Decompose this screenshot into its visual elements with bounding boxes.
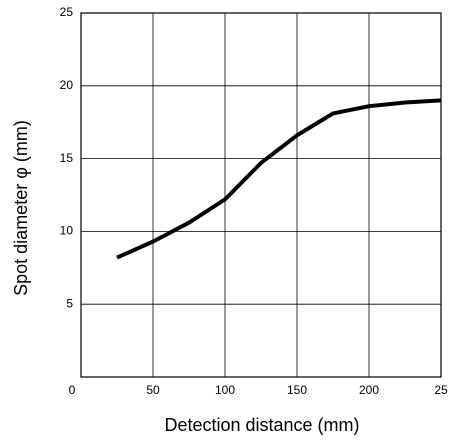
- x-axis-title: Detection distance (mm): [164, 415, 359, 435]
- y-tick-label: 15: [60, 151, 74, 165]
- x-tick-label: 150: [287, 383, 307, 397]
- x-tick-label: 100: [215, 383, 235, 397]
- x-tick-label: 50: [146, 383, 160, 397]
- x-tick-label: 25: [434, 383, 448, 397]
- data-line: [116, 98, 442, 260]
- x-tick-label: 200: [359, 383, 379, 397]
- x-tick-label: 0: [69, 383, 76, 397]
- y-tick-label: 20: [60, 78, 74, 92]
- plot-frame: [80, 12, 442, 378]
- y-tick-label: 10: [60, 224, 74, 238]
- y-axis-title: Spot diameter φ (mm): [11, 120, 31, 296]
- y-tick-label: 5: [66, 296, 73, 310]
- y-tick-label: 25: [60, 5, 74, 19]
